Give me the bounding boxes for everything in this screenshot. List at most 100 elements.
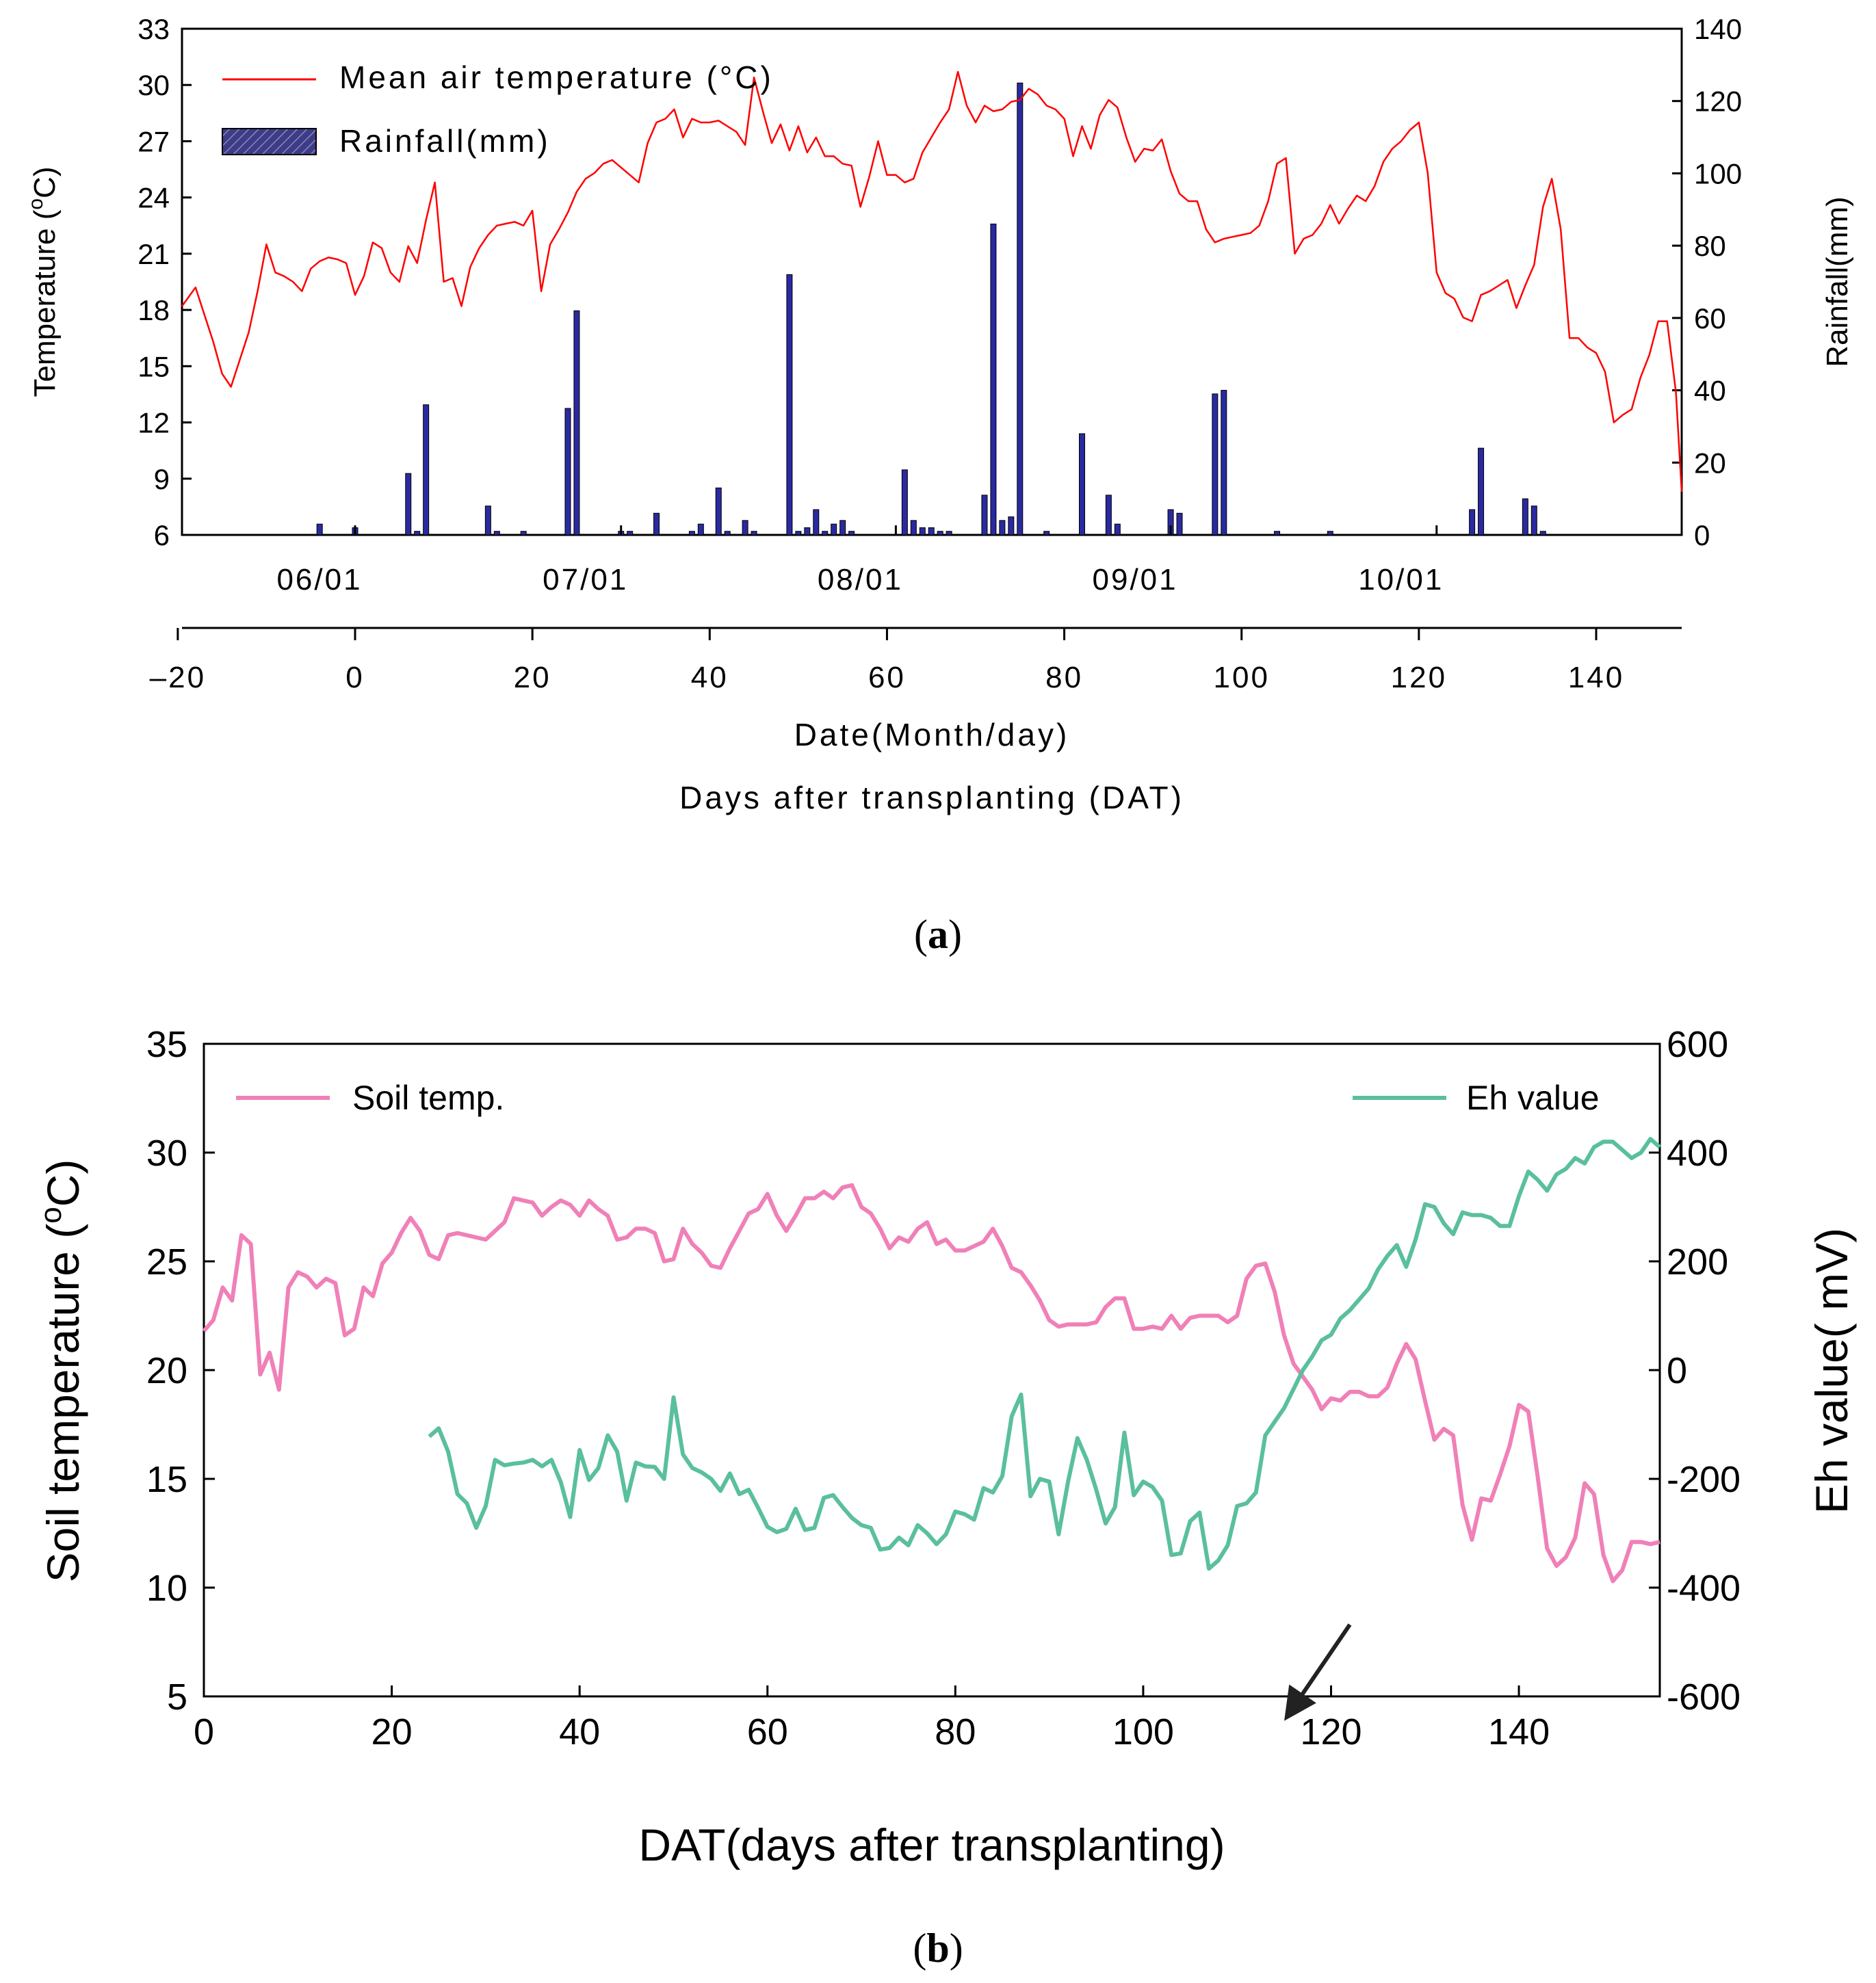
panel-b-right-axis: -600 -400 -200 0 200 400 600 xyxy=(1649,1024,1741,1718)
panel-b-right-tick-label: -200 xyxy=(1667,1459,1741,1500)
panel-a-rainfall-bar xyxy=(742,520,748,536)
panel-a-right-tick-label: 60 xyxy=(1694,302,1726,334)
panel-b-ylabel-right: Eh value( mV) xyxy=(1806,1228,1857,1514)
panel-a-right-tick-label: 140 xyxy=(1694,13,1742,45)
panel-a-rainfall-bar xyxy=(688,531,695,536)
legend-rainfall-swatch xyxy=(222,128,317,155)
panel-a-dat-tick-label: –20 xyxy=(150,661,206,694)
panel-a-rainfall-bar xyxy=(795,531,802,536)
panel-b-label: (b) xyxy=(913,1926,963,1971)
panel-a-rainfall-bar xyxy=(1539,531,1546,536)
panel-b-x-tick-label: 100 xyxy=(1112,1711,1174,1752)
panel-b-right-tick-label: 0 xyxy=(1667,1350,1687,1391)
panel-a-rainfall-bar xyxy=(804,527,811,536)
panel-a-rainfall-bar xyxy=(423,404,430,536)
panel-a-left-tick-label: 18 xyxy=(138,294,170,326)
panel-a-date-tick-label: 09/01 xyxy=(1093,563,1178,596)
panel-a-rainfall-bar xyxy=(1078,433,1085,536)
panel-a-right-tick-label: 20 xyxy=(1694,447,1726,479)
panel-a-date-tick-label: 10/01 xyxy=(1358,563,1444,596)
legend-soil-temp-label: Soil temp. xyxy=(352,1079,504,1117)
panel-b-chart: 5 10 15 20 25 30 35 -600 -400 -200 0 200 400 600 0 20… xyxy=(34,1024,1857,1971)
panel-a-rainfall-bar xyxy=(697,523,704,536)
panel-a-left-tick-label: 24 xyxy=(138,182,170,214)
panel-a-rainfall-bar xyxy=(1221,390,1227,536)
panel-a-rainfall-bar xyxy=(414,531,421,536)
panel-b-right-tick-label: -600 xyxy=(1667,1677,1741,1718)
panel-a-rainfall-bar xyxy=(839,520,846,536)
panel-a-plot-frame xyxy=(181,27,1683,536)
panel-a-rainfall-bar xyxy=(1522,498,1528,536)
panel-a-left-tick-label: 33 xyxy=(138,13,170,45)
panel-a-left-tick-label: 9 xyxy=(154,463,170,495)
panel-a-rainfall-bar xyxy=(627,531,634,536)
panel-a-date-axis: 06/01 07/01 08/01 09/01 10/01 xyxy=(276,525,1444,596)
panel-a-label: (a) xyxy=(914,912,962,957)
panel-a-rainfall-bar xyxy=(1530,505,1537,536)
panel-b-eh-line xyxy=(428,1137,1661,1571)
panel-a-right-axis: 0 20 40 60 80 100 120 140 xyxy=(1672,13,1742,551)
panel-a-ylabel-right: Rainfall(mm) xyxy=(1821,196,1854,367)
panel-a-rainfall-bar xyxy=(919,527,926,536)
panel-b-left-tick-label: 30 xyxy=(146,1133,187,1174)
panel-b-x-tick-label: 0 xyxy=(194,1711,214,1752)
panel-a-right-tick-label: 120 xyxy=(1694,86,1742,118)
panel-a-rainfall-bars xyxy=(316,82,1546,536)
panel-a-rainfall-bar xyxy=(813,509,820,536)
panel-a-left-tick-label: 6 xyxy=(154,519,170,551)
panel-a-rainfall-bar xyxy=(564,408,571,536)
panel-a-rainfall-bar xyxy=(316,523,323,536)
panel-b-x-axis: 0 20 40 60 80 100 120 140 xyxy=(194,1685,1550,1752)
panel-a-left-tick-label: 21 xyxy=(138,238,170,270)
panel-a-rainfall-bar xyxy=(831,523,837,536)
panel-a-xlabel-date: Date(Month/day) xyxy=(794,717,1070,752)
panel-a-right-tick-label: 0 xyxy=(1694,519,1710,551)
panel-a-rainfall-bar xyxy=(937,531,943,536)
panel-a-dat-tick-label: 40 xyxy=(691,661,729,694)
panel-a-rainfall-bar xyxy=(1114,523,1121,536)
legend-rainfall-label: Rainfall(mm) xyxy=(339,123,551,159)
panel-b-x-tick-label: 60 xyxy=(747,1711,788,1752)
panel-b-x-tick-label: 40 xyxy=(559,1711,600,1752)
panel-a-ylabel-left: Temperature (oC) xyxy=(25,166,62,397)
panel-b-x-tick-label: 80 xyxy=(935,1711,976,1752)
panel-a-temperature-line xyxy=(181,70,1683,493)
panel-a-rainfall-bar xyxy=(910,520,917,536)
panel-a-rainfall-bar xyxy=(573,310,580,536)
panel-a-left-axis: 6 9 12 15 18 21 24 27 30 33 xyxy=(138,13,192,551)
panel-b-left-tick-label: 5 xyxy=(167,1677,187,1718)
panel-a-date-tick-label: 06/01 xyxy=(276,563,362,596)
panel-a-dat-tick-label: 60 xyxy=(868,661,906,694)
legend-eh-label: Eh value xyxy=(1466,1079,1600,1117)
panel-b-right-tick-label: 400 xyxy=(1667,1133,1728,1174)
panel-a-rainfall-bar xyxy=(981,495,988,536)
panel-b-left-tick-label: 35 xyxy=(146,1024,187,1065)
panel-b-x-tick-label: 120 xyxy=(1300,1711,1362,1752)
panel-a-date-tick-label: 07/01 xyxy=(543,563,628,596)
panel-a-rainfall-bar xyxy=(946,531,952,536)
panel-a-rainfall-bar xyxy=(928,527,935,536)
panel-a-rainfall-bar xyxy=(715,487,722,536)
panel-a-right-tick-label: 80 xyxy=(1694,230,1726,262)
panel-a-rainfall-bar xyxy=(405,473,412,536)
panel-b-soil-temp-line xyxy=(202,1183,1660,1584)
panel-a-rainfall-bar xyxy=(751,531,757,536)
panel-a-rainfall-bar xyxy=(786,274,793,536)
panel-b-right-tick-label: 600 xyxy=(1667,1024,1728,1065)
panel-a-left-tick-label: 27 xyxy=(138,125,170,157)
panel-b-plot-frame xyxy=(203,1042,1661,1698)
panel-a-rainfall-bar xyxy=(990,223,997,536)
panel-a-rainfall-bar xyxy=(484,505,491,536)
panel-b-left-tick-label: 15 xyxy=(146,1459,187,1500)
panel-a-dat-tick-label: 120 xyxy=(1391,661,1447,694)
panel-a-right-tick-label: 40 xyxy=(1694,375,1726,407)
panel-b-left-tick-label: 10 xyxy=(146,1568,187,1609)
panel-a-dat-tick-label: 80 xyxy=(1045,661,1083,694)
panel-a-rainfall-bar xyxy=(1105,495,1112,536)
panel-a-rainfall-bar xyxy=(724,531,731,536)
panel-a-rainfall-bar xyxy=(1017,82,1024,536)
panel-b-left-axis: 5 10 15 20 25 30 35 xyxy=(146,1024,215,1718)
panel-a-rainfall-bar xyxy=(520,531,527,536)
panel-a-rainfall-bar xyxy=(999,520,1006,536)
